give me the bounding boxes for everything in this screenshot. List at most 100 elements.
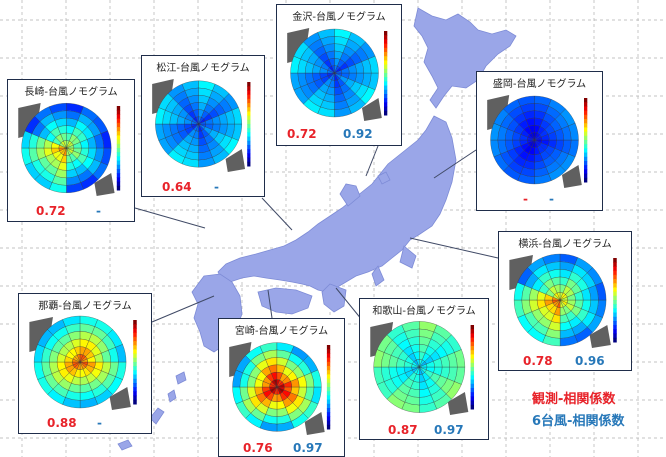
- colorbar-segment: [133, 366, 137, 371]
- observed-coefficient: 0.76: [243, 441, 273, 455]
- colorbar-segment: [133, 362, 137, 367]
- colorbar-segment: [613, 312, 617, 318]
- panel-kanazawa: 金沢-台風ノモグラム 0.72 0.92: [276, 4, 402, 146]
- typhoon6-coefficient: -: [97, 416, 102, 430]
- colorbar-segment: [384, 106, 388, 112]
- colorbar-segment: [133, 320, 137, 325]
- nomogram-cell: [560, 296, 568, 301]
- colorbar-segment: [384, 102, 388, 108]
- typhoon6-coefficient: 0.97: [434, 423, 464, 437]
- colorbar-segment: [613, 300, 617, 305]
- colorbar-segment: [584, 177, 588, 183]
- observed-coefficient: 0.64: [162, 180, 192, 194]
- colorbar-segment: [613, 308, 617, 314]
- colorbar-segment: [247, 153, 251, 159]
- colorbar-segment: [116, 139, 121, 145]
- nomogram-plot: [16, 98, 128, 198]
- colorbar-segment: [247, 119, 251, 125]
- panel-morioka: 盛岡-台風ノモグラム - -: [476, 71, 603, 211]
- colorbar-segment: [326, 399, 331, 405]
- colorbar-segment: [116, 143, 121, 149]
- leader-line: [267, 289, 273, 319]
- colorbar-segment: [116, 152, 121, 157]
- nomogram-cell: [334, 69, 342, 74]
- colorbar-segment: [247, 86, 251, 91]
- panel-title: 横浜-台風ノモグラム: [518, 239, 612, 250]
- colorbar-segment: [133, 378, 137, 384]
- kii-peninsula: [321, 283, 347, 313]
- colorbar-segment: [247, 145, 251, 150]
- colorbar-segment: [470, 350, 475, 355]
- colorbar-segment: [470, 354, 475, 360]
- colorbar-segment: [116, 110, 121, 115]
- colorbar-segment: [584, 152, 588, 158]
- colorbar-segment: [247, 149, 251, 154]
- leader-line: [134, 207, 206, 229]
- colorbar-segment: [470, 367, 475, 372]
- colorbar-segment: [613, 270, 617, 276]
- colorbar-segment: [584, 119, 588, 124]
- colorbar-segment: [470, 400, 475, 406]
- colorbar-segment: [326, 403, 331, 409]
- colorbar-segment: [326, 387, 331, 392]
- colorbar-segment: [613, 321, 617, 326]
- nomogram-plot: [227, 337, 338, 437]
- coastline-hint: [225, 149, 246, 172]
- typhoon6-coefficient: -: [549, 192, 554, 206]
- colorbar-segment: [470, 341, 475, 347]
- colorbar-segment: [384, 89, 388, 95]
- colorbar-segment: [584, 165, 588, 170]
- colorbar-segment: [326, 412, 331, 417]
- colorbar-segment: [613, 274, 617, 280]
- colorbar-segment: [613, 325, 617, 330]
- colorbar-segment: [470, 362, 475, 368]
- amami-island: [175, 371, 187, 385]
- nomogram-cell: [276, 383, 285, 388]
- colorbar-segment: [326, 366, 331, 371]
- colorbar-segment: [116, 177, 121, 183]
- colorbar-segment: [133, 391, 137, 397]
- colorbar-segment: [326, 357, 331, 363]
- nomogram-cell: [80, 358, 88, 363]
- nomogram-cell: [534, 136, 542, 141]
- colorbar-segment: [247, 107, 251, 112]
- colorbar-segment: [116, 135, 121, 141]
- colorbar-segment: [384, 94, 388, 99]
- typhoon6-coefficient: 0.97: [293, 441, 323, 455]
- colorbar-segment: [326, 424, 331, 430]
- colorbar-segment: [133, 332, 137, 338]
- panel-title: 和歌山-台風ノモグラム: [372, 306, 476, 317]
- coastline-hint: [304, 412, 325, 435]
- japan-landmass: [117, 7, 517, 451]
- legend-typhoon6: 6台風-相関係数: [532, 414, 625, 429]
- colorbar-segment: [247, 124, 251, 129]
- colorbar-segment: [584, 106, 588, 112]
- colorbar-segment: [470, 371, 475, 376]
- leader-line: [409, 237, 499, 259]
- nomogram-plot: [485, 90, 595, 190]
- nomogram-cell: [66, 144, 75, 149]
- panel-matsue: 松江-台風ノモグラム 0.64 -: [141, 55, 265, 197]
- colorbar-segment: [470, 396, 475, 402]
- leader-line: [151, 295, 215, 323]
- colorbar-segment: [584, 140, 588, 145]
- colorbar-segment: [326, 378, 331, 384]
- colorbar-segment: [384, 81, 388, 87]
- colorbar-segment: [384, 60, 388, 66]
- colorbar-segment: [613, 291, 617, 297]
- coastline-hint: [109, 387, 131, 410]
- colorbar-segment: [116, 185, 121, 191]
- colorbar-segment: [613, 266, 617, 272]
- leader-lines: [134, 145, 499, 323]
- colorbar-segment: [326, 416, 331, 422]
- colorbar-segment: [247, 115, 251, 121]
- sado-island: [377, 171, 391, 185]
- colorbar-segment: [247, 98, 251, 104]
- colorbar-segment: [384, 47, 388, 53]
- colorbar-segment: [384, 31, 388, 36]
- panel-yokohama: 横浜-台風ノモグラム 0.78 0.96: [498, 231, 632, 371]
- colorbar-segment: [384, 73, 388, 78]
- colorbar-segment: [326, 391, 331, 396]
- colorbar-segment: [133, 349, 137, 355]
